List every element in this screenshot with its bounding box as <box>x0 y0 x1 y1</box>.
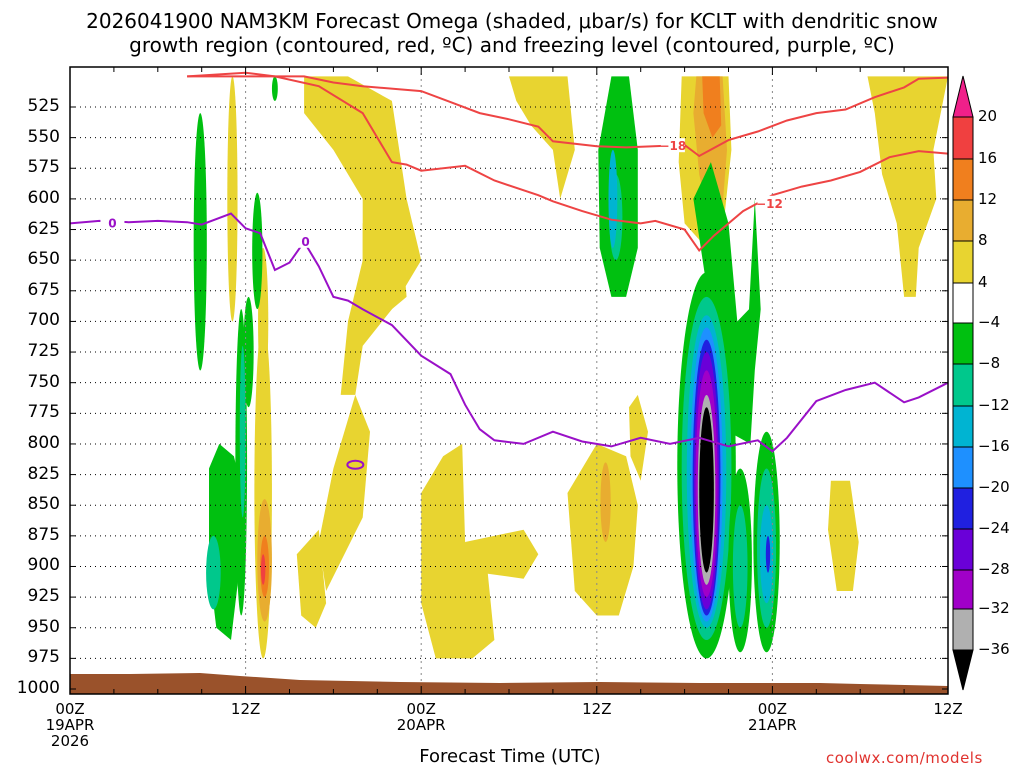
omega-neg-area <box>271 76 278 101</box>
omega-neg-core <box>608 149 618 248</box>
colorbar-swatch <box>952 322 974 365</box>
omega-neg-area <box>693 162 761 444</box>
colorbar-label: 4 <box>978 273 988 291</box>
colorbar-swatch <box>952 116 974 160</box>
colorbar-label: −24 <box>978 519 1010 537</box>
x-tick-label: 12Z <box>933 700 963 718</box>
omega-pos-core <box>702 76 722 138</box>
colorbar-swatch <box>952 608 974 651</box>
label-dgz-minus18-bg <box>660 138 685 153</box>
colorbar-swatch <box>952 487 974 530</box>
colorbar <box>952 75 974 691</box>
omega-pos-core <box>600 462 611 542</box>
omega-pos-area <box>362 211 407 322</box>
colorbar-label: 8 <box>978 231 988 249</box>
colorbar-label: −4 <box>978 313 1001 331</box>
colorbar-top-arrow <box>952 75 974 118</box>
contour-freezing-level <box>70 212 948 453</box>
y-tick-label: 825 <box>27 463 60 484</box>
label-dgz-minus12: −12 <box>756 197 783 211</box>
chart-title-line2: growth region (contoured, red, ºC) and f… <box>129 33 895 57</box>
omega-neg-core <box>206 535 221 610</box>
omega-pos-area <box>421 443 495 659</box>
omega-ascent-maximum <box>699 407 714 573</box>
omega-pos-area <box>867 76 948 297</box>
omega-neg-area <box>252 192 263 310</box>
omega-pos-area <box>318 394 370 591</box>
colorbar-label: −16 <box>978 437 1010 455</box>
omega-pos-area <box>304 76 422 395</box>
colorbar-label: −8 <box>978 354 1001 372</box>
chart-title-line1: 2026041900 NAM3KM Forecast Omega (shaded… <box>86 9 938 33</box>
colorbar-label: −32 <box>978 599 1010 617</box>
colorbar-swatch <box>952 528 974 571</box>
y-tick-label: 575 <box>27 157 60 178</box>
y-tick-label: 725 <box>27 341 60 362</box>
x-tick-label: 12Z <box>582 700 612 718</box>
y-tick-label: 800 <box>27 432 60 453</box>
label-freezing-level-2-bg <box>293 233 318 248</box>
colorbar-swatch <box>952 405 974 448</box>
y-tick-label: 650 <box>27 249 60 270</box>
colorbar-bottom-arrow <box>952 649 974 691</box>
colorbar-label: 16 <box>978 149 998 167</box>
y-tick-label: 975 <box>27 647 60 668</box>
label-dgz-minus18: −18 <box>660 139 687 153</box>
y-tick-label: 700 <box>27 310 60 331</box>
colorbar-swatch <box>952 199 974 242</box>
y-tick-label: 875 <box>27 524 60 545</box>
colorbar-swatch <box>952 569 974 610</box>
y-tick-label: 850 <box>27 494 60 515</box>
x-axis-title: Forecast Time (UTC) <box>419 746 601 767</box>
y-tick-label: 675 <box>27 279 60 300</box>
y-tick-label: 950 <box>27 616 60 637</box>
y-tick-label: 925 <box>27 586 60 607</box>
colorbar-swatch <box>952 282 974 324</box>
omega-pos-area <box>828 480 859 591</box>
x-tick-label: 12Z <box>230 700 261 718</box>
omega-pos-core <box>260 554 266 585</box>
omega-neg-core <box>765 535 771 573</box>
x-tick-label: 00Z 21APR <box>747 700 797 734</box>
omega-pos-area <box>227 76 238 322</box>
y-tick-label: 525 <box>27 96 60 116</box>
label-freezing-level-1: 0 <box>108 216 116 230</box>
y-tick-label: 625 <box>27 218 60 239</box>
y-tick-label: 900 <box>27 555 60 576</box>
colorbar-swatch <box>952 363 974 407</box>
label-freezing-level-1-bg <box>100 215 125 230</box>
colorbar-label: −20 <box>978 478 1010 496</box>
omega-neg-area <box>193 113 207 371</box>
label-dgz-minus12-bg <box>757 195 782 210</box>
terrain-ground <box>70 673 948 694</box>
colorbar-label: 12 <box>978 190 998 208</box>
colorbar-swatch <box>952 240 974 284</box>
y-tick-label: 775 <box>27 402 60 423</box>
y-tick-label: 550 <box>27 126 60 147</box>
colorbar-swatch <box>952 158 974 201</box>
y-tick-label: 1000 <box>16 678 60 698</box>
y-tick-label: 750 <box>27 371 60 392</box>
label-freezing-level-2: 0 <box>301 235 309 249</box>
x-tick-label: 00Z 20APR <box>396 700 446 734</box>
y-tick-label: 600 <box>27 187 60 208</box>
contour-freezing-level-loop <box>346 459 365 470</box>
omega-pos-area <box>296 529 327 628</box>
contour-dgz-minus12 <box>187 71 948 252</box>
colorbar-swatch <box>952 446 974 489</box>
credit-text: coolwx.com/models <box>826 749 983 767</box>
omega-neg-core <box>239 345 246 518</box>
contour-dgz-minus18 <box>187 75 948 158</box>
x-tick-label: 00Z 19APR 2026 <box>45 700 95 750</box>
colorbar-label: −36 <box>978 640 1010 658</box>
colorbar-label: 20 <box>978 107 998 125</box>
colorbar-label: −12 <box>978 396 1010 414</box>
colorbar-label: −28 <box>978 560 1010 578</box>
